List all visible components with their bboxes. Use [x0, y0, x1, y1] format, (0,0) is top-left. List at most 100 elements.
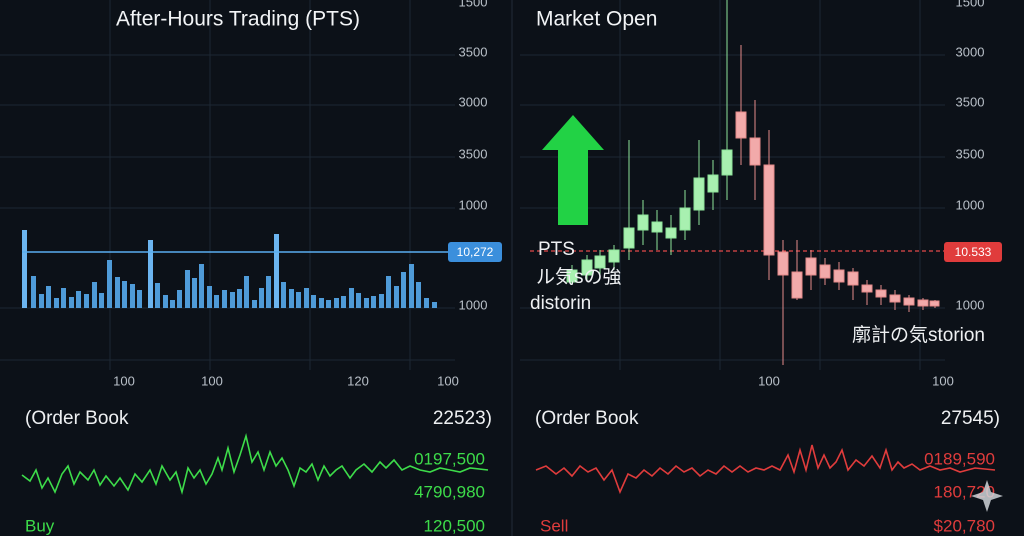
x-tick-label: 120	[347, 373, 369, 388]
depth-level: 0197,500	[414, 449, 485, 468]
volume-bar	[386, 276, 391, 308]
depth-level: 0189,590	[924, 449, 995, 468]
volume-bar	[199, 264, 204, 308]
volume-bar	[319, 298, 324, 308]
volume-bar	[222, 290, 227, 308]
volume-bar	[281, 282, 286, 308]
sparkle-icon	[971, 480, 1003, 512]
candle	[693, 177, 705, 211]
order-book-value: 22523)	[433, 408, 492, 429]
volume-bar	[22, 230, 437, 308]
candle	[903, 297, 915, 306]
volume-bar	[371, 296, 376, 308]
volume-bar	[394, 286, 399, 308]
volume-bar	[356, 293, 361, 308]
volume-bar	[311, 295, 316, 308]
candle	[721, 149, 733, 176]
grid-line	[0, 0, 945, 370]
volume-bar	[130, 284, 135, 308]
depth-line	[21, 432, 489, 496]
candle	[833, 269, 845, 283]
volume-bar	[46, 286, 51, 308]
volume-bar	[214, 295, 219, 308]
volume-bar	[274, 234, 279, 308]
x-tick-label: 100	[758, 373, 780, 388]
y-tick-label: 3500	[459, 146, 488, 161]
y-tick-label: 1500	[956, 0, 985, 9]
candle	[763, 164, 775, 256]
volume-bar	[137, 290, 142, 308]
g: 1500 3000 3500 3500 1000 1000 100 100	[758, 0, 984, 388]
volume-bar	[230, 292, 235, 308]
side-value: 120,500	[424, 516, 485, 535]
candle	[805, 257, 817, 276]
volume-bar	[296, 292, 301, 308]
y-tick-label: 1000	[459, 297, 488, 312]
volume-bar	[177, 290, 182, 308]
y-tick-label: 1000	[956, 197, 985, 212]
g: 1500 3500 3000 3500 1000 1000 100 100 12…	[113, 0, 487, 388]
volume-bar	[22, 230, 27, 308]
candle	[791, 271, 803, 299]
up-arrow	[542, 115, 604, 225]
candle	[861, 284, 873, 293]
volume-bar	[364, 298, 369, 308]
candle	[623, 227, 635, 249]
volume-bar	[252, 300, 257, 308]
volume-bar	[107, 260, 112, 308]
side-value: $20,780	[934, 516, 995, 535]
volume-bar	[416, 282, 421, 308]
volume-bar	[334, 298, 339, 308]
volume-bar	[379, 294, 384, 308]
candle	[608, 249, 620, 263]
candle	[819, 264, 831, 279]
volume-bar	[84, 294, 89, 308]
volume-bar	[432, 302, 437, 308]
volume-bar	[163, 295, 168, 308]
volume-bar	[409, 264, 414, 308]
candle	[929, 300, 940, 307]
order-book-label: (Order Book	[25, 408, 129, 429]
candle	[735, 111, 747, 139]
x-tick-label: 100	[437, 373, 459, 388]
volume-bar	[61, 288, 66, 308]
volume-bar	[237, 289, 242, 308]
candle	[594, 255, 606, 269]
panel-title: After-Hours Trading (PTS)	[116, 8, 360, 31]
candle	[847, 271, 859, 286]
volume-bar	[148, 240, 153, 308]
volume-bar	[266, 276, 271, 308]
annotation: 廓計の気storion	[852, 324, 985, 346]
panel-title: Market Open	[536, 8, 657, 31]
y-tick-label: 3500	[956, 146, 985, 161]
volume-bar	[31, 276, 36, 308]
volume-bar	[76, 291, 81, 308]
y-tick-label: 3000	[459, 94, 488, 109]
depth-level: 4790,980	[414, 482, 485, 501]
candle	[581, 259, 593, 276]
volume-bar	[170, 300, 175, 308]
annotation: PTS	[538, 239, 575, 260]
y-tick-label: 3000	[956, 44, 985, 59]
candle	[651, 221, 663, 233]
volume-bar	[192, 278, 197, 308]
y-tick-label: 1500	[459, 0, 488, 9]
volume-bar	[99, 293, 104, 308]
y-tick-label: 3500	[459, 44, 488, 59]
candle	[889, 294, 901, 303]
volume-bar	[207, 286, 212, 308]
volume-bar	[115, 277, 120, 308]
candle	[679, 207, 691, 231]
y-tick-label: 1000	[956, 297, 985, 312]
volume-bar	[424, 298, 429, 308]
order-book-label: (Order Book	[535, 408, 639, 429]
candle	[637, 214, 649, 231]
side-label: Buy	[25, 516, 55, 535]
volume-bar	[244, 276, 249, 308]
x-tick-label: 100	[201, 373, 223, 388]
order-book-value: 27545)	[941, 408, 1000, 429]
side-label: Sell	[540, 516, 568, 535]
